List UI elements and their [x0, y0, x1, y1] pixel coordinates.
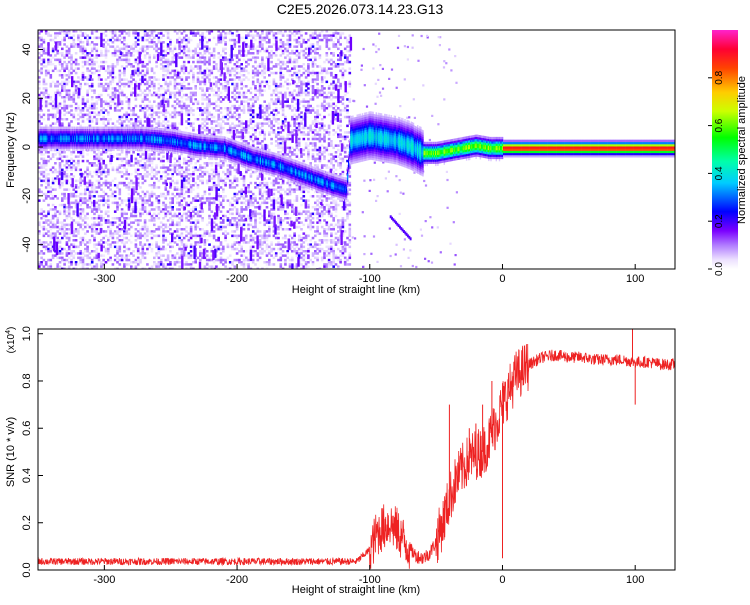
- y-tick-label: 0.4: [21, 468, 33, 483]
- snr-line: [38, 344, 675, 569]
- x-tick-label: 100: [626, 273, 644, 285]
- y-tick-label: 1.0: [21, 326, 33, 341]
- colorbar-tick-label: 0.4: [714, 166, 725, 180]
- x-tick-label: 0: [499, 273, 505, 285]
- y-tick-label: 40: [21, 43, 33, 55]
- y-tick-label: 0.0: [21, 562, 33, 577]
- snr-y-scale: (x104): [5, 327, 17, 354]
- y-tick-label: 0.8: [21, 373, 33, 388]
- colorbar-tick-label: 0.6: [714, 118, 725, 132]
- x-tick-label: 100: [626, 574, 644, 586]
- colorbar: 0.0 0.2 0.4 0.6 0.8 Normalized spectral ampl…: [708, 30, 748, 276]
- y-tick-label: 0: [21, 144, 33, 150]
- spectrogram-x-label: Height of straight line (km): [292, 284, 420, 296]
- snr-plot-area: [38, 329, 675, 569]
- chart-title: C2E5.2026.073.14.23.G13: [277, 1, 444, 17]
- colorbar-tick-label: 0.8: [714, 70, 725, 84]
- y-tick-label: 0.6: [21, 421, 33, 436]
- colorbar-tick-label: 0.0: [714, 262, 725, 276]
- snr-x-label: Height of straight line (km): [292, 584, 420, 596]
- y-tick-label: -40: [21, 237, 33, 253]
- x-tick-label: 0: [499, 574, 505, 586]
- y-tick-label: 0.2: [21, 515, 33, 530]
- colorbar-label: Normalized spectral amplitude: [736, 76, 748, 224]
- x-tick-label: -200: [226, 574, 248, 586]
- x-tick-label: -300: [93, 574, 115, 586]
- y-tick-label: 20: [21, 92, 33, 104]
- x-tick-label: -300: [93, 273, 115, 285]
- snr-frame: [38, 329, 675, 570]
- spectrogram-heatmap: [38, 30, 675, 283]
- snr-y-label: SNR (10 * v/v): [5, 417, 17, 487]
- colorbar-gradient: [712, 30, 738, 269]
- spectrogram-y-label: Frequency (Hz): [5, 112, 17, 188]
- y-tick-label: -20: [21, 188, 33, 204]
- colorbar-tick-label: 0.2: [714, 214, 725, 228]
- x-tick-label: -200: [226, 273, 248, 285]
